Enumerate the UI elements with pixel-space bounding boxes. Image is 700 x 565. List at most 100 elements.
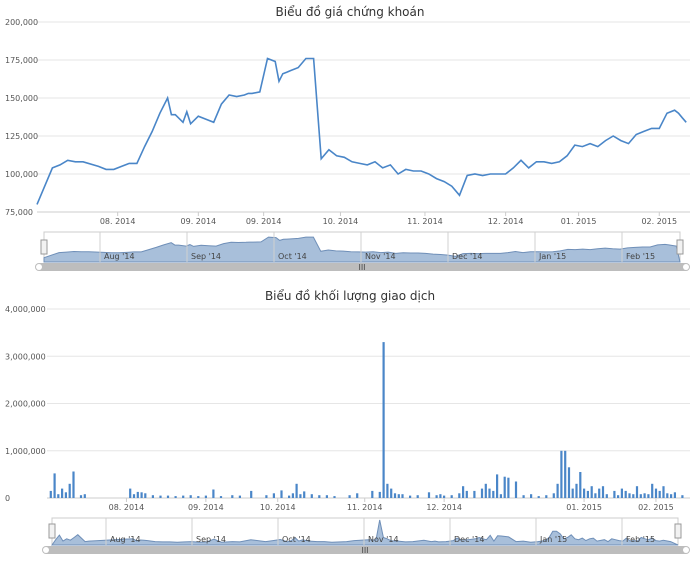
price-navigator-label: Sep '14 [191, 252, 221, 261]
volume-bar [499, 494, 502, 498]
volume-bar [507, 477, 510, 498]
volume-bar [129, 488, 132, 498]
volume-bar [49, 490, 52, 498]
price-x-tick-label: 12. 2014 [488, 217, 524, 226]
volume-bar [291, 493, 294, 498]
volume-bar [83, 494, 86, 498]
price-navigator-left-handle[interactable] [40, 239, 48, 255]
volume-scrollbar[interactable] [42, 546, 690, 554]
volume-bar [575, 483, 578, 498]
volume-bar [673, 492, 676, 498]
volume-bar [333, 496, 336, 498]
price-scroll-right-arrow [683, 264, 689, 270]
price-scroll-left-arrow [36, 264, 42, 270]
price-x-tick-label: 01. 2015 [561, 217, 597, 226]
volume-x-tick-label: 11. 2014 [347, 503, 383, 512]
volume-bar [64, 492, 67, 498]
volume-bar [514, 481, 518, 498]
volume-bar [556, 483, 559, 498]
volume-bar [601, 486, 605, 498]
volume-bar [465, 490, 468, 498]
volume-y-tick-label: 1,000,000 [5, 447, 46, 456]
volume-bar [545, 495, 548, 498]
volume-bar [571, 488, 574, 498]
volume-bar [303, 491, 306, 498]
volume-navigator-label: Oct '14 [282, 535, 311, 544]
price-chart-title: Biểu đồ giá chứng khoán [275, 5, 425, 19]
volume-bar [651, 483, 654, 498]
volume-bar [658, 490, 661, 498]
price-navigator-label: Jan '15 [538, 252, 566, 261]
volume-navigator-right-handle[interactable] [674, 523, 682, 539]
volume-bar [378, 491, 381, 498]
volume-bar [530, 494, 533, 498]
volume-x-tick-label: 12. 2014 [426, 503, 462, 512]
volume-bar [458, 493, 461, 498]
volume-x-tick-label: 02. 2015 [638, 503, 674, 512]
price-x-tick-label: 11. 2014 [407, 217, 443, 226]
volume-scroll-left-arrow [43, 547, 49, 553]
price-y-tick-label: 150,000 [5, 94, 38, 103]
volume-bar [503, 476, 506, 498]
volume-bar [435, 495, 438, 498]
volume-bar [272, 493, 275, 498]
price-navigator-label: Nov '14 [365, 252, 396, 261]
volume-bar [579, 472, 582, 498]
volume-chart-title: Biểu đồ khối lượng giao dịch [264, 289, 436, 303]
volume-scroll-right-arrow [683, 547, 689, 553]
volume-bar [443, 495, 446, 498]
volume-bar [144, 493, 147, 498]
price-chart[interactable]: 75,000 100,000 125,000 150,000 175,000 200,00… [0, 0, 700, 280]
volume-bar [189, 495, 192, 498]
volume-bar [586, 490, 589, 498]
volume-bar [632, 494, 635, 498]
price-scrollbar-grip: III [358, 263, 365, 272]
volume-navigator-label: Aug '14 [110, 535, 141, 544]
volume-bar [488, 488, 491, 498]
volume-bar [590, 486, 593, 498]
price-scrollbar[interactable] [35, 263, 690, 271]
volume-bar [416, 495, 419, 498]
volume-bar [288, 495, 291, 498]
volume-bar [280, 490, 283, 498]
volume-bar [132, 494, 136, 498]
volume-navigator-frame [51, 517, 679, 546]
volume-x-tick-label: 10. 2014 [260, 503, 296, 512]
volume-navigator-label: Nov '14 [368, 535, 399, 544]
volume-y-tick-label: 3,000,000 [5, 352, 46, 361]
volume-bar [136, 491, 139, 498]
price-x-tick-label: 08. 2014 [100, 217, 136, 226]
volume-navigator-left-handle[interactable] [48, 523, 56, 539]
price-x-tick-label: 10. 2014 [323, 217, 359, 226]
volume-bar [174, 496, 177, 498]
volume-y-tick-label: 2,000,000 [5, 400, 46, 409]
volume-bar [409, 495, 412, 498]
volume-bar [564, 450, 567, 499]
volume-bar [299, 494, 302, 498]
volume-bar [462, 486, 465, 498]
volume-bar [250, 490, 253, 498]
volume-bar [356, 493, 359, 498]
volume-bar [552, 493, 555, 498]
price-navigator-right-handle[interactable] [676, 239, 684, 255]
volume-bar [393, 493, 397, 498]
volume-bar [613, 490, 616, 498]
volume-bar [473, 490, 476, 498]
volume-bar [522, 495, 525, 498]
volume-bar [496, 474, 499, 498]
volume-navigator-label: Jan '15 [539, 535, 567, 544]
volume-bar [295, 483, 298, 498]
volume-bar [635, 486, 639, 498]
volume-bar [325, 495, 328, 498]
price-y-tick-label: 100,000 [5, 170, 38, 179]
volume-bar [397, 494, 400, 498]
volume-x-tick-label: 01. 2015 [566, 503, 602, 512]
volume-bar [594, 493, 597, 498]
volume-bar [605, 494, 608, 498]
volume-y-tick-label: 0 [5, 494, 10, 503]
volume-bar [140, 492, 143, 498]
volume-bar [401, 494, 404, 498]
price-y-tick-label: 200,000 [5, 18, 38, 27]
price-navigator-label: Oct '14 [278, 252, 307, 261]
volume-bar [382, 342, 385, 498]
